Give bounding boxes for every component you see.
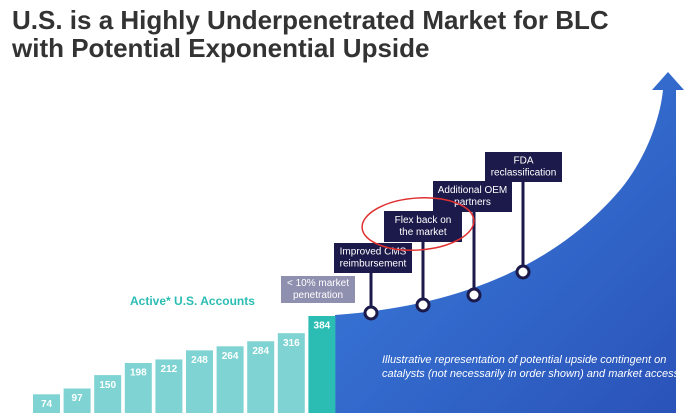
callout-text: Flex back on [395,215,452,226]
value-label: 74 [41,399,53,410]
value-label: 150 [99,380,116,391]
callout-text: < 10% market [287,278,349,289]
callout-box [334,243,412,273]
bar [216,346,244,413]
value-label: 384 [314,321,331,332]
bar [277,333,305,413]
bar [124,362,152,413]
catalyst-dot [363,305,379,321]
bar [247,341,275,413]
bar [308,316,336,413]
value-label: 198 [130,368,147,379]
value-label: 212 [161,364,178,375]
growth-arrow [335,72,684,413]
catalyst-dot [466,287,482,303]
callout-box [485,152,562,182]
bar [33,394,60,413]
callout-text: penetration [293,290,343,301]
value-label: 316 [283,338,300,349]
bar [94,375,122,413]
value-label: 264 [222,351,239,362]
highlight-circle [361,197,475,251]
value-label: 97 [72,393,84,404]
callout-box [433,181,512,212]
callout-box [384,211,462,242]
callout-text: reclassification [491,168,557,179]
note: Illustrative representation of potential… [382,354,666,366]
bar [186,350,213,413]
callout-text: FDA [514,156,534,167]
title-line: with Potential Exponential Upside [11,33,430,63]
bar [63,388,91,413]
value-label: 248 [191,355,208,366]
callout-text: the market [399,227,446,238]
bar [155,359,183,413]
value-label: 284 [252,346,269,357]
callout-text: Additional OEM [438,185,507,196]
catalyst-dot [415,297,431,313]
callout-box [281,276,355,303]
callout-text: Improved CMS [340,247,407,258]
callout-text: reimbursement [340,259,407,270]
note: catalysts (not necessarily in order show… [382,368,680,380]
catalyst-dot [515,264,531,280]
title-line: U.S. is a Highly Underpenetrated Market … [12,5,609,35]
callout-text: partners [454,197,491,208]
series-label: Active* U.S. Accounts [130,294,255,308]
